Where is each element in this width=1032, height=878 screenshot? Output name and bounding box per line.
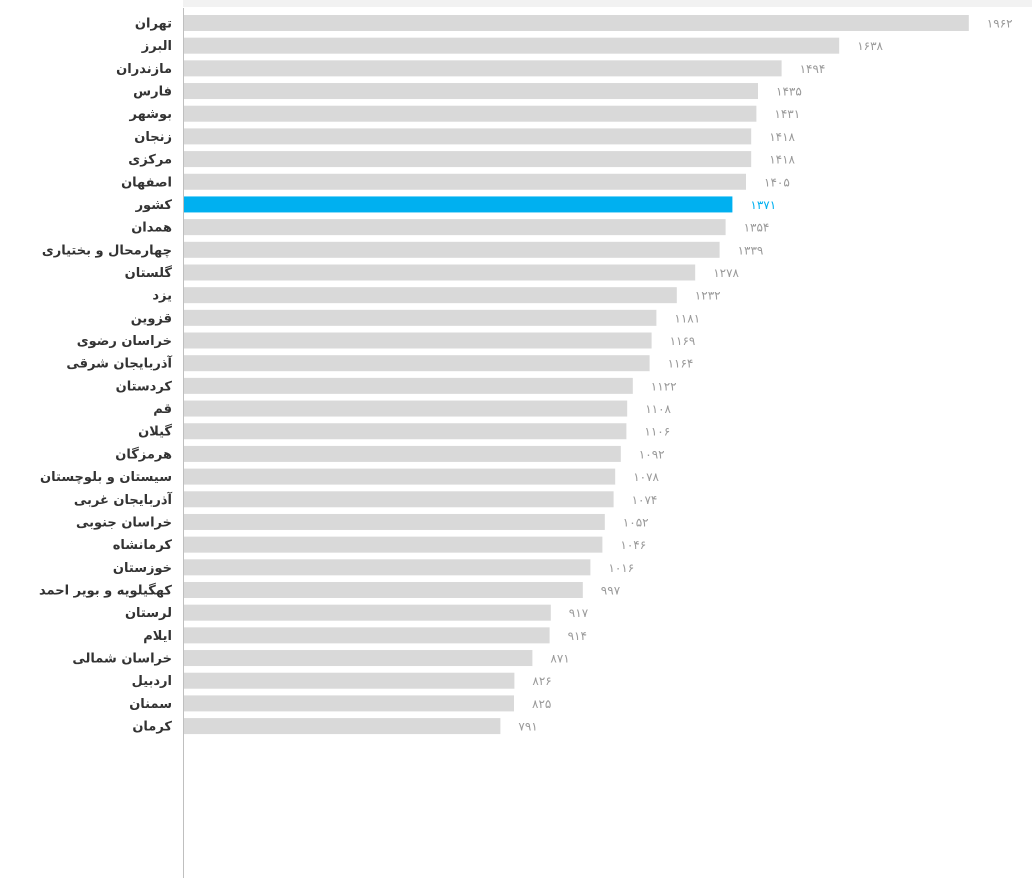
category-label: آذربایجان غربی (74, 491, 173, 508)
bar (184, 219, 726, 236)
bar (184, 445, 621, 462)
value-label: ۱۱۰۸ (645, 402, 671, 416)
bar (184, 582, 583, 598)
category-label: خوزستان (113, 561, 172, 576)
bar (184, 513, 605, 530)
category-label: یزد (152, 289, 172, 304)
bar (184, 287, 677, 304)
value-label: ۱۲۳۲ (695, 289, 721, 303)
category-label: همدان (131, 221, 172, 236)
category-label: قزوین (131, 311, 172, 326)
category-label: لرستان (125, 606, 172, 621)
bar (184, 264, 696, 281)
bar (184, 309, 657, 326)
category-label: فارس (133, 85, 172, 100)
bar (184, 105, 757, 122)
bar (184, 332, 652, 349)
value-label: ۸۲۵ (532, 697, 551, 711)
value-label: ۱۱۶۴ (668, 357, 694, 371)
value-label: ۱۱۰۶ (644, 425, 670, 439)
bar (184, 128, 752, 145)
bar (184, 151, 752, 168)
category-label: مازندران (116, 62, 172, 77)
value-label: ۱۰۷۸ (633, 470, 659, 484)
category-label: البرز (141, 39, 172, 54)
value-label: ۹۱۷ (569, 606, 589, 620)
value-label: ۱۴۱۸ (769, 130, 795, 144)
category-label: گلستان (125, 265, 173, 281)
value-label: ۱۱۸۱ (674, 311, 700, 325)
bar (184, 173, 746, 190)
value-label: ۱۲۷۸ (713, 266, 739, 280)
value-label: ۱۴۰۵ (764, 175, 790, 189)
category-label: خراسان رضوی (77, 334, 172, 349)
value-label: ۱۹۶۲ (987, 17, 1013, 31)
category-label: بوشهر (129, 107, 173, 122)
bar (184, 536, 603, 553)
value-label: ۱۱۲۲ (651, 379, 677, 393)
category-label: تهران (135, 17, 172, 32)
category-label: آذربایجان شرقی (66, 355, 172, 372)
category-label: سمنان (129, 697, 172, 712)
value-label: ۱۳۵۴ (744, 221, 770, 235)
value-label: ۱۰۴۶ (620, 538, 646, 552)
bar (184, 83, 758, 100)
bar (184, 37, 840, 54)
value-label: ۹۱۴ (568, 629, 587, 643)
category-label: اردبیل (132, 674, 172, 689)
value-label: ۱۴۱۸ (769, 153, 795, 167)
category-label: کردستان (116, 379, 173, 394)
value-label: ۱۳۳۹ (738, 243, 764, 257)
bar (184, 718, 501, 735)
value-label: ۱۰۷۴ (632, 493, 658, 507)
value-label: ۱۰۱۶ (608, 561, 634, 575)
bar (184, 355, 650, 372)
bar (184, 60, 782, 77)
value-label: ۱۴۳۱ (774, 107, 800, 121)
category-label: خراسان جنوبی (76, 515, 172, 530)
category-label: قم (153, 402, 172, 417)
category-label: اصفهان (121, 175, 172, 190)
bar (184, 377, 633, 394)
bar (184, 15, 969, 31)
category-label: کرمانشاه (113, 538, 173, 553)
value-label: ۷۹۱ (518, 720, 537, 734)
value-label: ۱۶۳۸ (857, 39, 883, 53)
value-label: ۱۱۶۹ (670, 334, 696, 348)
value-label: ۸۲۶ (532, 674, 551, 688)
bar (184, 604, 551, 621)
category-label: خراسان شمالی (72, 652, 172, 667)
bar (184, 241, 720, 258)
bar (184, 627, 550, 644)
bar (184, 400, 628, 417)
value-label: ۸۷۱ (550, 652, 569, 666)
bar (184, 559, 591, 576)
bar (184, 491, 614, 508)
category-label: کشور (135, 198, 173, 213)
category-label: هرمزگان (115, 446, 172, 462)
category-label: سیستان و بلوچستان (40, 470, 172, 485)
bar (184, 672, 515, 689)
value-label: ۱۰۹۲ (639, 447, 665, 461)
bar (184, 468, 616, 485)
bar (184, 695, 514, 712)
category-label: کرمان (132, 720, 172, 735)
bar (184, 423, 627, 440)
top-strip (183, 0, 1032, 7)
category-label: ایلام (143, 629, 172, 644)
value-label: ۱۳۷۱ (750, 198, 776, 212)
value-label: ۹۹۷ (601, 584, 621, 598)
category-label: مرکزی (128, 153, 172, 168)
category-label: زنجان (134, 130, 172, 145)
category-label: چهارمحال و بختیاری (42, 243, 172, 258)
value-label: ۱۰۵۲ (623, 515, 649, 529)
category-label: گیلان (138, 424, 172, 440)
value-label: ۱۴۹۴ (800, 62, 826, 76)
bar (184, 196, 733, 213)
value-label: ۱۴۳۵ (776, 85, 802, 99)
bar (184, 650, 533, 667)
category-label: کهگیلویه و بویر احمد (39, 583, 172, 599)
